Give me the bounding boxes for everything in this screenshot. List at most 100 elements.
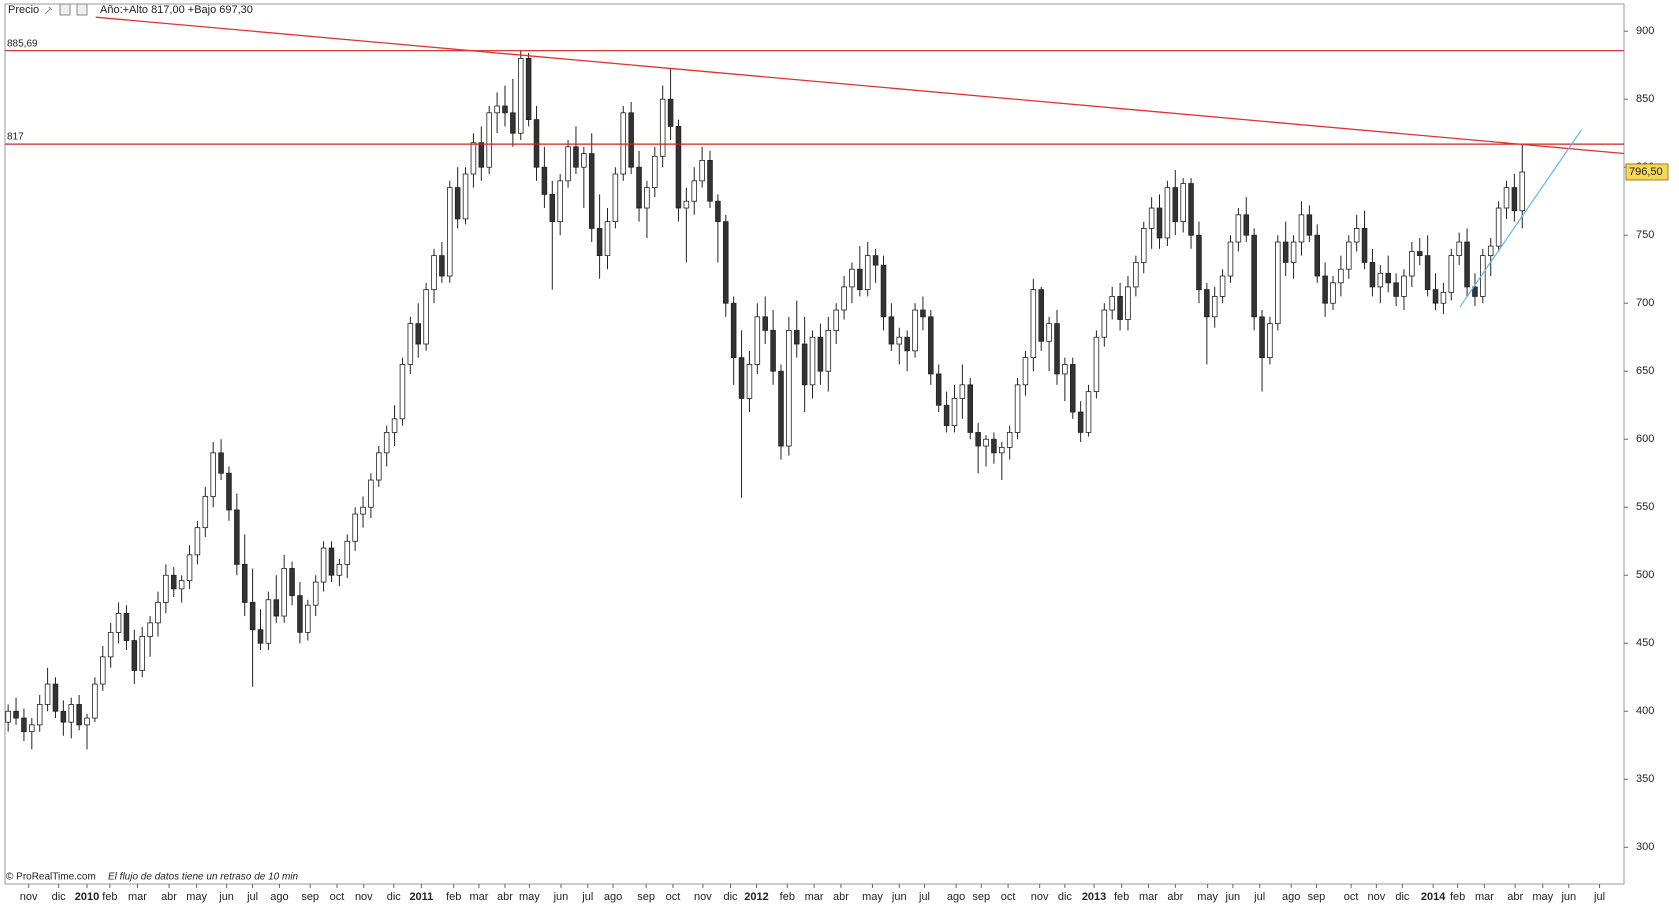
candle-body xyxy=(1022,357,1029,386)
candle-body xyxy=(951,398,958,427)
icon-1[interactable] xyxy=(59,3,71,16)
candle-body xyxy=(904,336,910,352)
candle-body xyxy=(1259,316,1265,359)
candle-body xyxy=(612,173,619,223)
x-tick-label: dic xyxy=(52,891,67,903)
x-tick-label: feb xyxy=(102,891,117,903)
candle-body xyxy=(249,602,256,631)
candle-body xyxy=(1314,234,1320,277)
x-tick-label: jun xyxy=(1225,891,1241,903)
x-tick-label: mar xyxy=(1475,891,1494,903)
x-tick-label: dic xyxy=(1395,891,1410,903)
x-tick-label: nov xyxy=(1368,891,1386,903)
y-tick-label: 400 xyxy=(1636,705,1654,717)
candle-body xyxy=(486,112,492,168)
candle-body xyxy=(447,187,453,277)
candle-body xyxy=(1330,282,1336,304)
settings-icon[interactable] xyxy=(44,6,53,15)
candle-body xyxy=(1298,214,1305,243)
candle-body xyxy=(1180,183,1186,223)
candle-body xyxy=(652,155,658,189)
candle-body xyxy=(604,221,611,257)
candle-body xyxy=(793,330,800,345)
candle-body xyxy=(170,574,177,590)
candle-body xyxy=(312,581,319,606)
candle-body xyxy=(935,373,942,406)
candle-body xyxy=(21,717,27,733)
candle-body xyxy=(864,255,871,291)
x-tick-label: ago xyxy=(1282,891,1300,903)
candle-body xyxy=(691,180,698,202)
header: Precio xyxy=(8,4,39,16)
candle-body xyxy=(107,631,114,658)
candle-body xyxy=(1243,214,1250,236)
candle-body xyxy=(770,330,776,372)
y-tick-label: 650 xyxy=(1636,365,1654,377)
x-tick-label: sep xyxy=(972,891,990,903)
toolbar-icons[interactable] xyxy=(44,3,88,16)
horizontal-line-label: 817 xyxy=(7,132,24,143)
candle-body xyxy=(1290,241,1297,263)
candle-body xyxy=(809,336,816,386)
candle-body xyxy=(1219,275,1226,297)
x-tick-label: jul xyxy=(1253,891,1265,903)
candle-body xyxy=(888,316,895,345)
candle-body xyxy=(849,268,855,288)
candle-body xyxy=(194,527,201,556)
candle-body xyxy=(439,255,445,277)
candle-body xyxy=(975,432,981,447)
candle-body xyxy=(1338,268,1344,284)
y-tick-label: 500 xyxy=(1636,569,1654,581)
candle-body xyxy=(667,98,674,127)
candle-body xyxy=(1511,187,1518,212)
candle-body xyxy=(1085,391,1092,433)
candle-body xyxy=(336,563,343,576)
y-tick-label: 850 xyxy=(1636,93,1654,105)
x-tick-label: abr xyxy=(1507,891,1523,903)
x-tick-label: oct xyxy=(666,891,681,903)
candle-body xyxy=(541,166,548,195)
candle-body xyxy=(943,404,950,427)
x-tick-label: sep xyxy=(637,891,655,903)
x-tick-label: abr xyxy=(1167,891,1183,903)
candle-body xyxy=(178,580,185,590)
candle-body xyxy=(399,364,406,420)
y-tick-label: 300 xyxy=(1636,841,1654,853)
candle-body xyxy=(1038,289,1044,342)
candle-body xyxy=(801,343,808,386)
candle-body xyxy=(462,173,469,220)
x-tick-label: jul xyxy=(246,891,258,903)
candle-body xyxy=(1369,262,1376,288)
candle-body xyxy=(1464,241,1470,288)
x-tick-label: oct xyxy=(1344,891,1359,903)
candle-body xyxy=(675,126,682,209)
candle-body xyxy=(1117,296,1123,320)
y-tick-label: 350 xyxy=(1636,773,1654,785)
candle-body xyxy=(1495,207,1502,247)
x-tick-label: feb xyxy=(446,891,461,903)
candle-body xyxy=(241,563,248,603)
candle-body xyxy=(1346,241,1352,270)
candle-body xyxy=(644,187,650,209)
candle-body xyxy=(1448,255,1455,293)
candle-body xyxy=(297,595,303,633)
icon-2[interactable] xyxy=(76,3,88,16)
candle-body xyxy=(983,438,989,447)
candle-body xyxy=(305,604,311,633)
x-tick-label: jun xyxy=(1560,891,1576,903)
candle-body xyxy=(265,599,272,644)
candle-body xyxy=(533,119,540,168)
x-tick-label: 2011 xyxy=(409,891,433,903)
candle-body xyxy=(1440,291,1447,304)
candle-body xyxy=(517,58,524,134)
candle-body xyxy=(991,438,997,454)
candle-body xyxy=(754,316,761,365)
candle-body xyxy=(920,309,926,318)
candle-body xyxy=(967,384,974,433)
x-tick-label: nov xyxy=(694,891,712,903)
candle-body xyxy=(730,302,737,359)
candle-body xyxy=(1519,171,1526,212)
x-tick-label: sep xyxy=(301,891,319,903)
candle-body xyxy=(257,629,264,644)
candle-body xyxy=(376,452,382,481)
